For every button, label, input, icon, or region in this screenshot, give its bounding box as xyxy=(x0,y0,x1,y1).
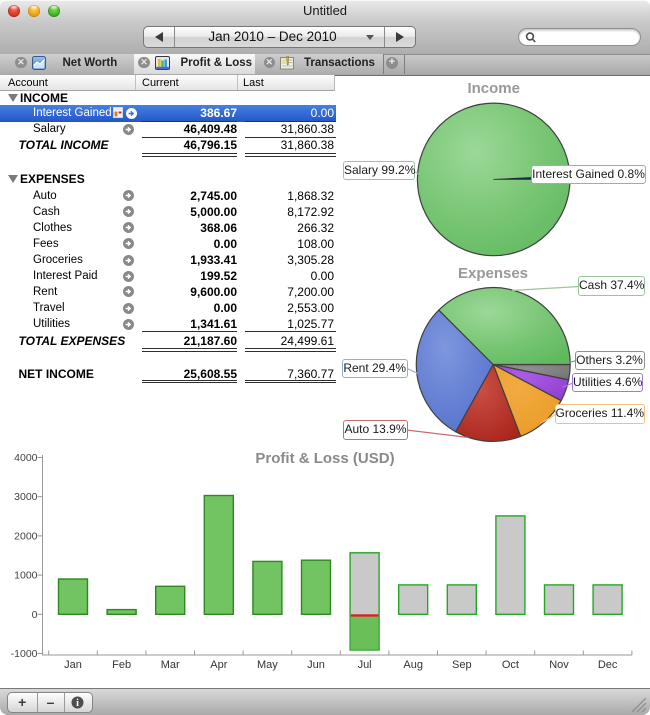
svg-text:Jun: Jun xyxy=(307,659,325,671)
svg-text:Profit & Loss (USD): Profit & Loss (USD) xyxy=(255,450,394,467)
svg-text:2000: 2000 xyxy=(14,530,38,542)
svg-text:3000: 3000 xyxy=(14,491,38,503)
svg-text:Oct: Oct xyxy=(502,659,519,671)
svg-text:4000: 4000 xyxy=(14,452,38,464)
svg-text:Jul: Jul xyxy=(358,659,372,671)
svg-text:i: i xyxy=(76,698,79,709)
svg-text:0: 0 xyxy=(32,609,38,621)
svg-text:May: May xyxy=(257,659,278,671)
svg-text:Feb: Feb xyxy=(112,659,131,671)
svg-text:Jan: Jan xyxy=(64,659,82,671)
svg-text:1000: 1000 xyxy=(14,570,38,582)
svg-text:Apr: Apr xyxy=(210,659,227,671)
svg-text:Sep: Sep xyxy=(452,659,472,671)
svg-text:-1000: -1000 xyxy=(11,648,38,660)
svg-text:Expenses: Expenses xyxy=(458,265,528,282)
svg-text:Nov: Nov xyxy=(549,659,569,671)
svg-text:Dec: Dec xyxy=(598,659,618,671)
svg-text:Aug: Aug xyxy=(403,659,423,671)
svg-text:Mar: Mar xyxy=(161,659,180,671)
svg-text:Income: Income xyxy=(467,80,520,97)
